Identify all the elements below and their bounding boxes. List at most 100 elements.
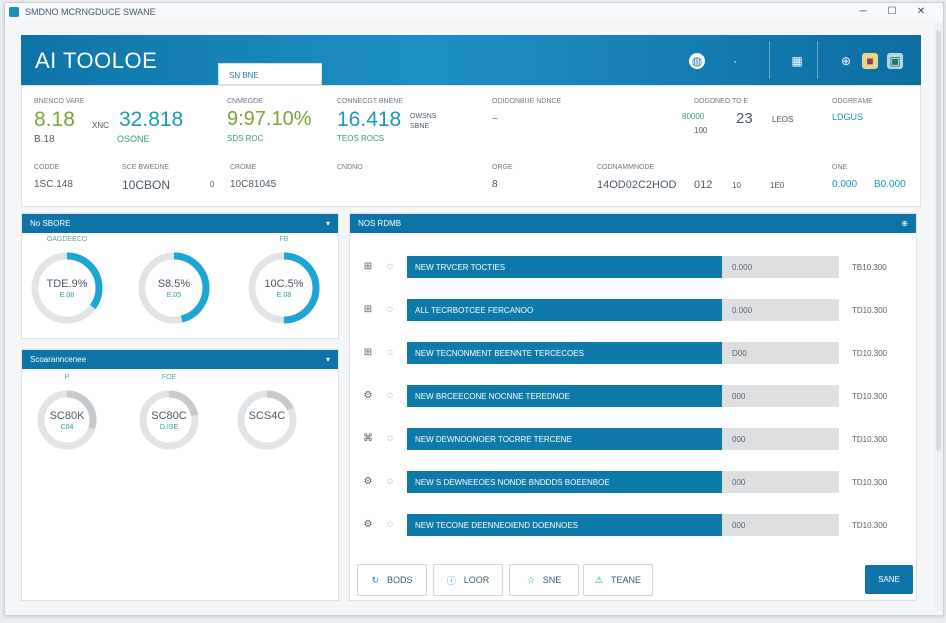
row-total: TD10.300 <box>852 349 888 358</box>
row-icon: ⚙ <box>363 389 373 401</box>
stat-value: LDGUS <box>832 112 864 122</box>
row-icon: ⚙ <box>363 475 373 487</box>
save-button[interactable]: SANE <box>865 565 913 594</box>
list-panel: NOS RDMB ⊕ ⊞ ◌ NEW TRVCER TOCTIES 0.000 TB10… <box>349 213 917 601</box>
chevron-down-icon[interactable]: ▾ <box>325 355 330 364</box>
stat-value: 80000 <box>682 112 705 121</box>
settings-icon[interactable]: ⊕ <box>901 219 908 228</box>
row-value: D00 <box>732 349 747 358</box>
progress-fill: NEW BRCEECONE NOCNNE TEREDNOE <box>407 385 723 407</box>
row-value: 000 <box>732 521 746 530</box>
minimize-button[interactable]: ─ <box>859 6 867 17</box>
maximize-button[interactable]: ☐ <box>887 6 897 17</box>
status-icon: ◌ <box>387 346 393 358</box>
stat-label: ODGREAME <box>832 98 873 105</box>
row-value: 000 <box>732 478 746 487</box>
stat-unit: XNC <box>92 121 109 130</box>
status-icon: ◌ <box>387 475 393 487</box>
status-icon: ◌ <box>387 260 393 272</box>
stat-label: CODNAMMNODE <box>597 164 655 171</box>
brand-title: AI TOOLOE <box>35 48 158 73</box>
grid-icon[interactable]: ▦ <box>791 54 803 68</box>
stat-label: CNDNO <box>337 164 363 171</box>
stat-value: 100 <box>694 126 708 135</box>
progress-fill: NEW TECONE DEENNEOIEND DOENNOES <box>407 514 723 536</box>
gauge-panel-1: No SBORE ▾ TDE.9% E.08 OAGDEECO S8.5% E.05 10… <box>21 213 339 339</box>
globe-icon[interactable]: ◍ <box>689 53 705 69</box>
progress-bar: NEW TECNONMENT BEENNTE TERCECOES <box>407 342 839 364</box>
progress-bar: NEW TECONE DEENNEOIEND DOENNOES <box>407 514 839 536</box>
list-row[interactable]: ⚙ ◌ NEW S DEWNEEOES NONDE BNDDDS BOEENBOE 0… <box>362 471 912 493</box>
gauge-value: SC80K <box>49 410 85 422</box>
tab-dropdown[interactable]: SN BNE <box>218 63 322 85</box>
bods-button[interactable]: ↻ BODS <box>357 564 427 596</box>
button-label: TEANE <box>611 575 642 585</box>
gauge-panel-2: Scoaranncenee ▾ SC80K C04 P SC80C D.ISE FOE SC… <box>21 349 339 601</box>
gauge-label: P <box>64 374 70 381</box>
stat-sub: TEOS ROCS <box>337 134 385 143</box>
panel-header: NOS RDMB ⊕ <box>350 214 916 233</box>
gauge-ring <box>237 390 297 450</box>
progress-bar: NEW S DEWNEEOES NONDE BNDDDS BOEENBOE <box>407 471 839 493</box>
gauge-ring <box>138 252 210 324</box>
gauge: SC80C D.ISE <box>135 386 203 454</box>
chevron-down-icon[interactable]: ▾ <box>325 219 330 228</box>
panel-title: Scoaranncenee <box>30 355 87 364</box>
list-row[interactable]: ⚙ ◌ NEW TECONE DEENNEOIEND DOENNOES 000 TD10… <box>362 514 912 536</box>
app-window: SMDNO MCRNGDUCE SWANE ─ ☐ ✕ AI TOOLOE SN… <box>4 2 944 616</box>
gauge-arc <box>237 390 297 450</box>
stat-value: − <box>492 114 498 125</box>
titlebar: SMDNO MCRNGDUCE SWANE <box>5 3 943 21</box>
stat-value: 012 <box>694 179 713 191</box>
list-row[interactable]: ⊞ ◌ NEW TECNONMENT BEENNTE TERCECOES D00 TD1… <box>362 342 912 364</box>
button-label: SNE <box>542 575 562 585</box>
stat-value: 0 <box>210 180 215 189</box>
loor-button[interactable]: ⓘ LOOR <box>433 564 503 596</box>
panel-header: Scoaranncenee ▾ <box>22 350 338 369</box>
user-icon[interactable]: · <box>733 54 737 68</box>
stat-label: CONNECGT BNENE <box>337 98 403 105</box>
close-button[interactable]: ✕ <box>916 6 926 17</box>
star-icon[interactable]: ▣ <box>887 53 903 69</box>
row-icon: ⊞ <box>363 346 373 358</box>
stat-value: LEOS <box>772 115 794 124</box>
sne-button[interactable]: ☆ SNE <box>509 564 579 596</box>
gauge-sub: D.ISE <box>159 424 179 431</box>
list-row[interactable]: ⊞ ◌ ALL TECRBOTCEE FERCANOO 0.000 TD10.300 <box>362 299 912 321</box>
star-icon: ☆ <box>526 574 535 585</box>
globe-icon[interactable]: ⊕ <box>840 54 852 68</box>
progress-fill: ALL TECRBOTCEE FERCANOO <box>407 299 723 321</box>
gauge: S8.5% E.05 <box>134 248 214 328</box>
stat-value: 1SC.148 <box>34 179 73 190</box>
list-row[interactable]: ⚙ ◌ NEW BRCEECONE NOCNNE TEREDNOE 000 TD10.3… <box>362 385 912 407</box>
progress-fill: NEW TRVCER TOCTIES <box>407 256 723 278</box>
row-total: TD10.300 <box>852 392 888 401</box>
list-row[interactable]: ⊞ ◌ NEW TRVCER TOCTIES 0.000 TB10.300 <box>362 256 912 278</box>
stat-value: 16.418 <box>337 108 402 131</box>
stat-unit: SBNE <box>410 123 430 130</box>
stat-value: 10 <box>732 181 741 190</box>
panel-header: No SBORE ▾ <box>22 214 338 233</box>
stat-value: 1E0 <box>770 181 785 190</box>
teane-button[interactable]: ⚠ TEANE <box>583 564 653 596</box>
panel-title: NOS RDMB <box>358 219 402 228</box>
settings-icon[interactable]: ■ <box>862 53 878 69</box>
row-icon: ⊞ <box>363 260 373 272</box>
stat-label: CNMEGDE <box>227 98 263 105</box>
list-row[interactable]: ⌘ ◌ NEW DEWNOONOER TOCRRE TERCENE 000 TD10.3… <box>362 428 912 450</box>
progress-bar: NEW BRCEECONE NOCNNE TEREDNOE <box>407 385 839 407</box>
row-total: TD10.300 <box>852 435 888 444</box>
row-total: TD10.300 <box>852 306 888 315</box>
stat-sub: SDS ROC <box>227 134 264 143</box>
row-icon: ⚙ <box>363 518 373 530</box>
scrollbar-thumb[interactable] <box>936 31 941 451</box>
stat-label: ONE <box>832 164 848 171</box>
gauge-sub: E.08 <box>59 292 75 299</box>
row-total: TB10.300 <box>852 263 887 272</box>
stat-label: BNENCO VARE <box>34 98 85 105</box>
gauge-value: TDE.9% <box>46 278 88 290</box>
button-label: BODS <box>387 575 413 585</box>
alert-icon: ⚠ <box>594 574 604 585</box>
header-banner: AI TOOLOE SN BNE ◍ · ▦ ⊕ ■ ▣ <box>21 35 921 85</box>
banner-divider <box>817 41 818 79</box>
